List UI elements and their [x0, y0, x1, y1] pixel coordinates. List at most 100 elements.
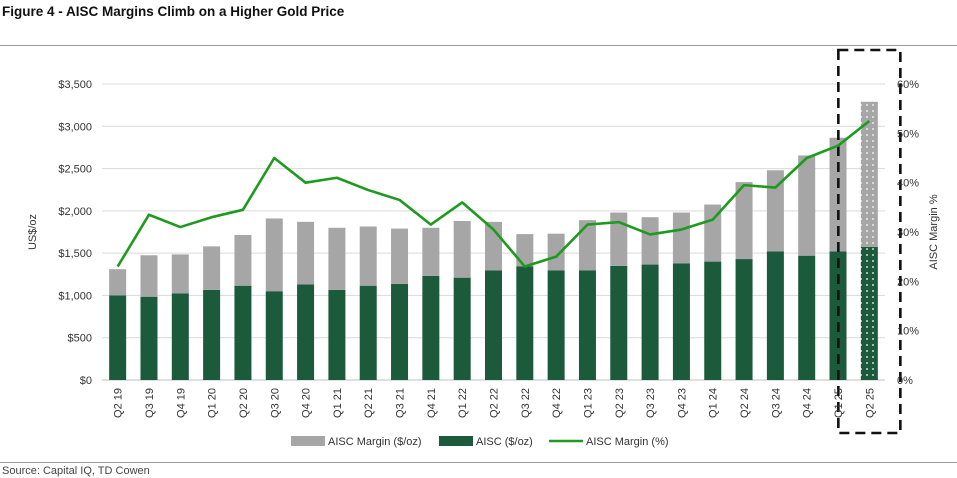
bar-aisc-margin: [265, 218, 283, 292]
bar-aisc-margin: [641, 217, 659, 265]
y2-tick-label: 30%: [897, 227, 919, 239]
bar-aisc: [578, 270, 596, 380]
x-tick-label: Q3 23: [645, 388, 657, 418]
margin-pct-line: [116, 119, 871, 268]
x-tick-label: Q1 24: [708, 388, 720, 418]
bar-aisc-margin: [578, 220, 596, 271]
bar-aisc-margin: [610, 212, 628, 266]
y-tick-label: $1,000: [58, 290, 92, 302]
legend-swatch-margin-bar: [291, 436, 325, 446]
source-note: Source: Capital IQ, TD Cowen: [2, 465, 150, 477]
x-tick-label: Q3 22: [520, 388, 532, 418]
x-tick-label: Q2 21: [363, 388, 375, 418]
chart-svg: $0 $500 $1,000 $1,500 $2,000 $2,500 $3,000 $3,5…: [27, 48, 940, 448]
bar-aisc-margin: [359, 226, 377, 286]
x-tick-label: Q1 22: [457, 388, 469, 418]
x-tick-label: Q2 19: [113, 388, 125, 418]
left-axis-ticks: $0 $500 $1,000 $1,500 $2,000 $2,500 $3,000 $3,5…: [58, 79, 92, 387]
x-tick-label: Q1 20: [207, 388, 219, 418]
bar-aisc-margin: [171, 254, 189, 294]
bar-aisc-margin: [109, 269, 127, 296]
bar-aisc: [265, 291, 283, 380]
x-tick-label: Q4 20: [301, 388, 313, 418]
bar-aisc: [453, 277, 471, 380]
x-tick-label: Q4 24: [802, 388, 814, 418]
x-tick-label: Q2 24: [739, 388, 751, 418]
x-tick-label: Q1 23: [582, 388, 594, 418]
x-tick-label: Q3 20: [269, 388, 281, 418]
legend-swatch-aisc-bar: [439, 436, 473, 446]
bar-aisc-margin: [798, 155, 816, 256]
bar-aisc-margin: [766, 170, 784, 252]
legend-label-aisc-bar: AISC ($/oz): [476, 436, 533, 448]
bar-aisc: [328, 289, 346, 380]
y-tick-label: $3,000: [58, 121, 92, 133]
y2-tick-label: 60%: [897, 79, 919, 91]
bar-aisc: [140, 296, 158, 380]
bar-aisc-margin: [203, 246, 221, 290]
y2-tick-label: 0%: [897, 375, 913, 387]
bar-aisc: [672, 263, 690, 380]
bar-aisc-margin: [234, 234, 252, 286]
bar-aisc-margin: [860, 101, 878, 247]
x-tick-label: Q4 21: [426, 388, 438, 418]
bottom-divider: [0, 462, 957, 463]
bar-aisc: [171, 293, 189, 380]
bar-aisc-margin: [140, 255, 158, 297]
y2-tick-label: 40%: [897, 178, 919, 190]
bar-aisc: [516, 266, 534, 380]
x-tick-label: Q4 22: [551, 388, 563, 418]
y-tick-label: $500: [68, 333, 92, 345]
figure-title: Figure 4 - AISC Margins Climb on a Highe…: [2, 4, 345, 19]
right-axis-ticks: 0% 10% 20% 30% 40% 50% 60%: [897, 79, 919, 387]
legend-label-margin-line: AISC Margin (%): [586, 436, 669, 448]
y2-tick-label: 20%: [897, 276, 919, 288]
bars: [109, 101, 878, 380]
x-tick-label: Q4 19: [175, 388, 187, 418]
bar-aisc: [109, 295, 127, 380]
y-tick-label: $2,000: [58, 206, 92, 218]
x-tick-label: Q2 25: [864, 388, 876, 418]
bar-aisc-margin: [297, 221, 315, 285]
bar-aisc: [798, 255, 816, 380]
bar-aisc-margin: [328, 227, 346, 290]
bar-aisc-margin: [704, 204, 722, 262]
y-tick-label: $2,500: [58, 164, 92, 176]
top-divider: [0, 45, 957, 46]
bar-aisc: [297, 284, 315, 380]
bar-aisc: [547, 270, 565, 380]
bar-aisc: [860, 246, 878, 380]
bar-aisc: [641, 264, 659, 380]
bar-aisc-margin: [453, 221, 471, 278]
legend: AISC Margin ($/oz) AISC ($/oz) AISC Margin…: [291, 436, 669, 448]
bar-aisc-margin: [547, 233, 565, 271]
x-tick-label: Q2 22: [489, 388, 501, 418]
x-tick-label: Q4 23: [676, 388, 688, 418]
bar-aisc: [610, 265, 628, 380]
x-tick-label: Q3 19: [144, 388, 156, 418]
bar-aisc-margin: [516, 234, 534, 267]
x-axis-ticks: Q2 19 Q3 19 Q4 19 Q1 20 Q2 20 Q3 20 Q4 20 Q1 21…: [113, 388, 877, 418]
y-tick-label: $1,500: [58, 248, 92, 260]
bar-aisc: [203, 289, 221, 380]
legend-label-margin-bar: AISC Margin ($/oz): [328, 436, 422, 448]
y2-tick-label: 10%: [897, 326, 919, 338]
bar-aisc-margin: [735, 182, 753, 260]
bar-aisc-margin: [391, 228, 409, 285]
y-axis-label: US$/oz: [27, 214, 39, 250]
bar-aisc: [485, 270, 502, 380]
x-tick-label: Q1 21: [332, 388, 344, 418]
x-tick-label: Q3 21: [395, 388, 407, 418]
x-tick-label: Q2 23: [614, 388, 626, 418]
bar-aisc: [234, 285, 252, 380]
bar-aisc: [422, 275, 440, 380]
y-tick-label: $0: [80, 375, 92, 387]
y2-axis-label: AISC Margin %: [928, 194, 940, 269]
bar-aisc: [704, 261, 722, 380]
bar-aisc: [359, 285, 377, 380]
bar-aisc: [391, 284, 409, 380]
bar-aisc: [735, 259, 753, 380]
margin-line-group: [116, 119, 871, 268]
y2-tick-label: 50%: [897, 128, 919, 140]
bar-aisc-margin: [672, 212, 690, 264]
